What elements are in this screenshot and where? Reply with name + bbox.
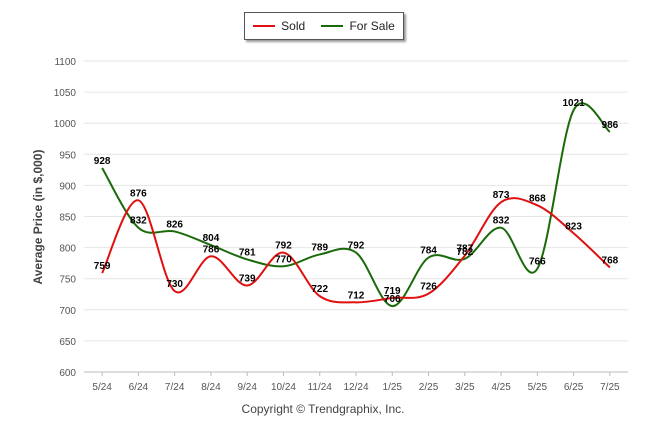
data-label-sold: 768 — [602, 256, 619, 267]
y-tick-label: 850 — [59, 213, 76, 224]
x-tick-label: 11/24 — [308, 382, 333, 393]
data-label-for-sale: 826 — [166, 219, 183, 230]
chart-legend: Sold For Sale — [244, 12, 404, 40]
data-label-for-sale: 1021 — [562, 98, 585, 109]
data-label-sold: 823 — [565, 221, 582, 232]
x-tick-label: 9/24 — [237, 382, 257, 393]
y-tick-label: 1000 — [54, 119, 77, 130]
x-tick-label: 8/24 — [201, 382, 221, 393]
x-tick-label: 1/25 — [383, 382, 403, 393]
y-tick-label: 900 — [59, 181, 76, 192]
y-tick-label: 600 — [59, 368, 76, 379]
data-label-for-sale: 781 — [239, 247, 256, 258]
data-label-sold: 726 — [420, 282, 437, 293]
data-label-for-sale: 782 — [456, 247, 473, 258]
data-label-sold: 712 — [348, 290, 365, 301]
legend-swatch-for-sale — [321, 25, 344, 27]
series-lines — [101, 102, 611, 308]
y-tick-label: 800 — [59, 244, 76, 255]
x-tick-label: 3/25 — [455, 382, 475, 393]
data-label-for-sale: 832 — [130, 216, 147, 227]
data-labels: 759 876 730 786 739 792 722 712 719 726 787 873 868 8… — [94, 98, 619, 305]
x-tick-label: 6/24 — [129, 382, 149, 393]
data-label-sold: 786 — [203, 244, 220, 255]
y-tick-label: 1050 — [54, 88, 77, 99]
data-label-for-sale: 986 — [602, 120, 619, 131]
x-tick-label: 2/25 — [419, 382, 439, 393]
data-label-sold: 787 — [456, 244, 473, 255]
data-label-sold: 739 — [239, 274, 256, 285]
copyright-footer: Copyright © Trendgraphix, Inc. — [241, 402, 405, 416]
x-tick-label: 5/25 — [528, 382, 548, 393]
x-tick-label: 12/24 — [343, 382, 368, 393]
data-label-for-sale: 804 — [203, 233, 220, 244]
y-tick-label: 700 — [59, 306, 76, 317]
data-label-sold: 873 — [493, 190, 510, 201]
x-tick-label: 7/25 — [600, 382, 620, 393]
x-tick-label: 6/25 — [564, 382, 584, 393]
data-label-sold: 792 — [275, 241, 292, 252]
data-label-for-sale: 784 — [420, 246, 437, 257]
axes: 600 650 700 750 800 850 900 950 1000 1050 1100 5/24… — [54, 57, 628, 393]
x-tick-label: 5/24 — [92, 382, 112, 393]
series-line-for-sale — [101, 102, 611, 308]
y-tick-label: 950 — [59, 150, 76, 161]
data-label-sold: 719 — [384, 286, 401, 297]
x-tick-label: 7/24 — [165, 382, 185, 393]
data-label-for-sale: 928 — [94, 156, 111, 167]
legend-label-for-sale: For Sale — [349, 19, 395, 33]
data-label-sold: 876 — [130, 188, 147, 199]
legend-swatch-sold — [253, 25, 276, 27]
x-tick-label: 4/25 — [491, 382, 511, 393]
data-label-for-sale: 766 — [529, 257, 546, 268]
data-label-for-sale: 832 — [493, 216, 510, 227]
data-label-for-sale: 792 — [348, 241, 365, 252]
data-label-for-sale: 789 — [311, 242, 328, 253]
data-label-for-sale: 706 — [384, 294, 401, 305]
data-label-sold: 730 — [166, 279, 183, 290]
data-label-sold: 722 — [311, 284, 328, 295]
data-label-for-sale: 770 — [275, 254, 292, 265]
legend-label-sold: Sold — [281, 19, 306, 33]
data-label-sold: 868 — [529, 193, 546, 204]
series-line-sold — [101, 197, 611, 304]
legend-item-sold[interactable]: Sold — [253, 19, 305, 33]
legend-item-for-sale[interactable]: For Sale — [321, 19, 395, 33]
data-label-sold: 759 — [94, 261, 111, 272]
y-axis-label: Average Price (in $,000) — [31, 150, 45, 285]
y-tick-label: 650 — [59, 337, 76, 348]
x-tick-label: 10/24 — [271, 382, 296, 393]
y-tick-label: 1100 — [54, 57, 76, 68]
y-tick-label: 750 — [59, 275, 76, 286]
grid-lines — [84, 60, 628, 373]
